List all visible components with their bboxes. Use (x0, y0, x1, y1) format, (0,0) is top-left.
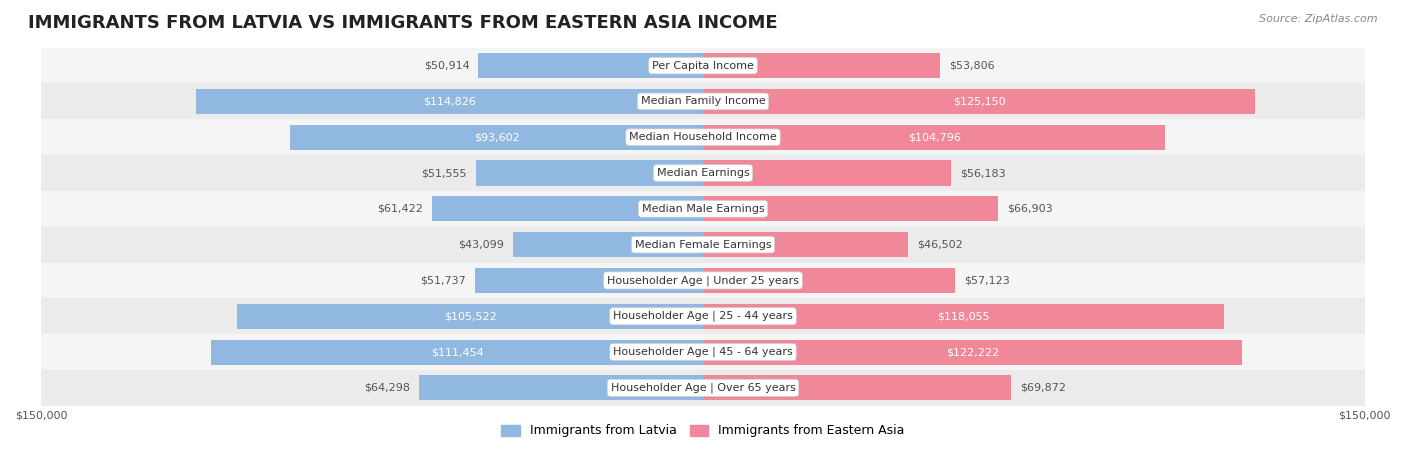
Bar (703, 89, 1256, 114)
Text: Householder Age | 25 - 44 years: Householder Age | 25 - 44 years (613, 311, 793, 321)
Bar (41, 226, 1365, 262)
Bar (432, 196, 703, 221)
Text: Median Earnings: Median Earnings (657, 168, 749, 178)
Bar (475, 161, 703, 185)
Text: $66,903: $66,903 (1007, 204, 1053, 214)
Text: $111,454: $111,454 (430, 347, 484, 357)
Text: $51,737: $51,737 (420, 276, 465, 285)
Text: $105,522: $105,522 (444, 311, 496, 321)
Text: $64,298: $64,298 (364, 383, 411, 393)
Bar (41, 155, 1365, 191)
Text: $46,502: $46,502 (917, 240, 963, 250)
Text: $69,872: $69,872 (1021, 383, 1066, 393)
Text: $53,806: $53,806 (949, 61, 995, 71)
Text: $122,222: $122,222 (946, 347, 1000, 357)
Text: Source: ZipAtlas.com: Source: ZipAtlas.com (1260, 14, 1378, 24)
Bar (703, 304, 1223, 329)
Text: $56,183: $56,183 (960, 168, 1005, 178)
Text: $104,796: $104,796 (908, 132, 960, 142)
Text: $51,555: $51,555 (422, 168, 467, 178)
Bar (703, 232, 908, 257)
Bar (703, 125, 1166, 150)
Bar (197, 89, 703, 114)
Bar (478, 53, 703, 78)
Bar (211, 340, 703, 365)
Bar (41, 334, 1365, 370)
Bar (41, 298, 1365, 334)
Bar (290, 125, 703, 150)
Text: $93,602: $93,602 (474, 132, 519, 142)
Bar (238, 304, 703, 329)
Text: Householder Age | Over 65 years: Householder Age | Over 65 years (610, 382, 796, 393)
Bar (703, 53, 941, 78)
Text: $118,055: $118,055 (936, 311, 990, 321)
Text: IMMIGRANTS FROM LATVIA VS IMMIGRANTS FROM EASTERN ASIA INCOME: IMMIGRANTS FROM LATVIA VS IMMIGRANTS FRO… (28, 14, 778, 32)
Text: Householder Age | 45 - 64 years: Householder Age | 45 - 64 years (613, 347, 793, 357)
Text: Median Household Income: Median Household Income (628, 132, 778, 142)
Text: Householder Age | Under 25 years: Householder Age | Under 25 years (607, 275, 799, 286)
Text: $50,914: $50,914 (423, 61, 470, 71)
Bar (41, 48, 1365, 84)
Text: Per Capita Income: Per Capita Income (652, 61, 754, 71)
Text: $61,422: $61,422 (377, 204, 423, 214)
Bar (703, 340, 1243, 365)
Bar (41, 370, 1365, 406)
Bar (41, 84, 1365, 119)
Text: $57,123: $57,123 (965, 276, 1010, 285)
Text: $125,150: $125,150 (953, 96, 1005, 106)
Legend: Immigrants from Latvia, Immigrants from Eastern Asia: Immigrants from Latvia, Immigrants from … (496, 419, 910, 442)
Bar (703, 196, 998, 221)
Text: Median Female Earnings: Median Female Earnings (634, 240, 772, 250)
Bar (41, 191, 1365, 226)
Text: Median Male Earnings: Median Male Earnings (641, 204, 765, 214)
Bar (475, 268, 703, 293)
Bar (513, 232, 703, 257)
Text: Median Family Income: Median Family Income (641, 96, 765, 106)
Bar (703, 161, 950, 185)
Text: $114,826: $114,826 (423, 96, 477, 106)
Text: $43,099: $43,099 (458, 240, 503, 250)
Bar (703, 375, 1011, 400)
Bar (41, 119, 1365, 155)
Bar (703, 268, 955, 293)
Bar (419, 375, 703, 400)
Bar (41, 262, 1365, 298)
